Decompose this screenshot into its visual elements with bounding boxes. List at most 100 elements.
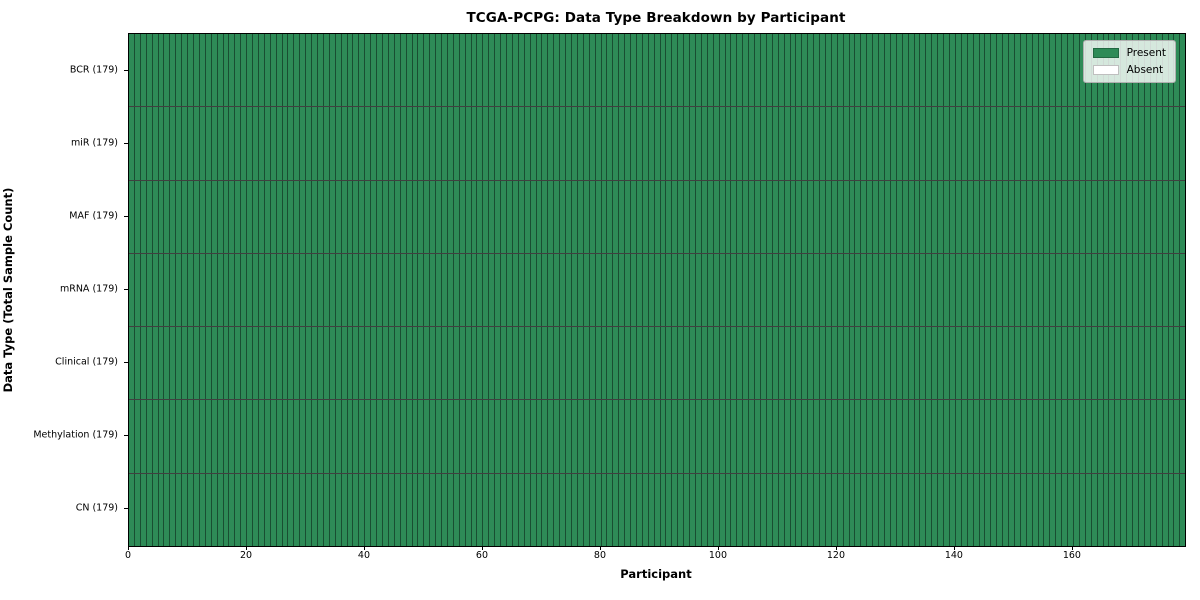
cell-present <box>672 473 679 546</box>
cell-present <box>459 34 466 107</box>
cell-present <box>790 400 797 473</box>
cell-present <box>554 400 561 473</box>
cell-present <box>642 400 649 473</box>
cell-present <box>707 34 714 107</box>
cell-present <box>394 34 401 107</box>
cell-present <box>861 180 868 253</box>
cell-present <box>129 34 135 107</box>
plot-area <box>128 33 1186 547</box>
cell-present <box>507 34 513 107</box>
cell-present <box>1085 107 1092 180</box>
cell-present <box>1062 34 1069 107</box>
cell-present <box>967 400 974 473</box>
cell-present <box>707 327 714 400</box>
cell-present <box>648 34 655 107</box>
cell-present <box>1026 107 1033 180</box>
cell-present <box>424 107 431 180</box>
cell-present <box>713 327 720 400</box>
cell-present <box>997 473 1004 546</box>
cell-present <box>158 107 165 180</box>
cell-present <box>814 107 821 180</box>
cell-present <box>566 400 572 473</box>
cell-present <box>294 327 301 400</box>
cell-present <box>483 327 490 400</box>
cell-present <box>276 253 283 327</box>
cell-present <box>134 253 141 327</box>
cell-present <box>1009 180 1015 253</box>
cell-present <box>1079 107 1086 180</box>
cell-present <box>158 180 165 253</box>
cell-present <box>536 180 543 253</box>
cell-present <box>1085 327 1092 400</box>
cell-present <box>636 34 643 107</box>
cell-present <box>412 34 419 107</box>
legend-item-present: Present <box>1092 47 1166 59</box>
cell-present <box>843 180 850 253</box>
cell-present <box>382 34 389 107</box>
cell-present <box>152 180 159 253</box>
cell-present <box>554 107 561 180</box>
cell-present <box>837 327 844 400</box>
cell-present <box>465 180 472 253</box>
cell-present <box>158 327 165 400</box>
cell-present <box>855 34 862 107</box>
cell-present <box>1156 253 1163 327</box>
cell-present <box>1050 400 1057 473</box>
cell-present <box>873 473 880 546</box>
cell-present <box>920 400 927 473</box>
cell-present <box>1144 253 1151 327</box>
cell-present <box>1127 107 1134 180</box>
cell-present <box>961 473 968 546</box>
cell-present <box>908 107 915 180</box>
cell-present <box>524 180 531 253</box>
cell-present <box>306 253 313 327</box>
cell-present <box>766 400 773 473</box>
cell-present <box>979 327 986 400</box>
cell-present <box>134 400 141 473</box>
cell-present <box>400 180 407 253</box>
cell-present <box>642 327 649 400</box>
cell-present <box>530 400 537 473</box>
x-tick-label-120: 120 <box>826 550 845 561</box>
cell-present <box>867 34 874 107</box>
cell-present <box>199 34 206 107</box>
cell-present <box>631 180 637 253</box>
legend-swatch-absent <box>1092 65 1119 75</box>
cell-present <box>654 34 661 107</box>
cell-present <box>1003 180 1010 253</box>
cell-present <box>802 473 809 546</box>
cell-present <box>926 107 933 180</box>
cell-present <box>997 180 1004 253</box>
cell-present <box>453 107 460 180</box>
cell-present <box>725 253 732 327</box>
cell-present <box>684 253 691 327</box>
cell-present <box>524 400 531 473</box>
cell-present <box>294 253 301 327</box>
cell-present <box>312 327 318 400</box>
x-tick-mark <box>363 546 365 550</box>
x-tick-mark <box>599 546 601 550</box>
cell-present <box>560 34 567 107</box>
cell-present <box>353 180 360 253</box>
cell-present <box>967 253 974 327</box>
cell-present <box>808 34 815 107</box>
cell-present <box>247 400 254 473</box>
cell-present <box>1150 327 1157 400</box>
x-tick-mark <box>953 546 955 550</box>
cell-present <box>631 327 637 400</box>
x-tick-label-20: 20 <box>239 550 253 561</box>
cell-present <box>152 107 159 180</box>
cell-present <box>1009 253 1015 327</box>
cell-present <box>288 107 295 180</box>
cell-present <box>908 253 915 327</box>
cell-present <box>619 107 626 180</box>
cell-present <box>1032 473 1039 546</box>
cell-present <box>459 107 466 180</box>
cell-present <box>1009 107 1015 180</box>
cell-present <box>270 253 277 327</box>
cell-present <box>684 400 691 473</box>
cell-present <box>164 327 171 400</box>
x-tick-label-100: 100 <box>708 550 728 561</box>
cell-present <box>743 327 750 400</box>
cell-present <box>1115 473 1122 546</box>
